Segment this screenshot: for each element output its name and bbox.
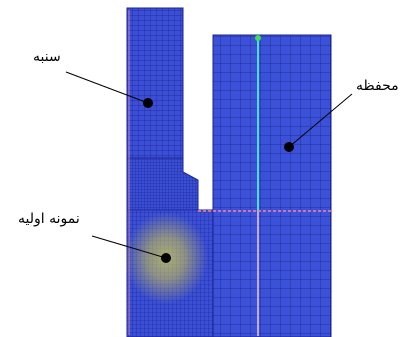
punch-dot <box>143 98 153 108</box>
container-leader-line <box>288 93 353 148</box>
sample-mesh-overlay <box>127 210 213 337</box>
center-line-top-marker <box>255 35 261 41</box>
punch-tip-mesh <box>126 157 199 211</box>
sample-leader-line <box>91 235 167 259</box>
container-label: محفظه <box>356 78 399 94</box>
sample-dot <box>161 253 171 263</box>
punch-label: سنبه <box>33 49 61 65</box>
container-mesh <box>212 34 332 337</box>
punch-upper-mesh <box>126 7 184 159</box>
punch-leader-line <box>65 71 149 104</box>
initial-sample-label: نمونه اولیه <box>18 211 80 227</box>
container-dot <box>284 142 294 152</box>
